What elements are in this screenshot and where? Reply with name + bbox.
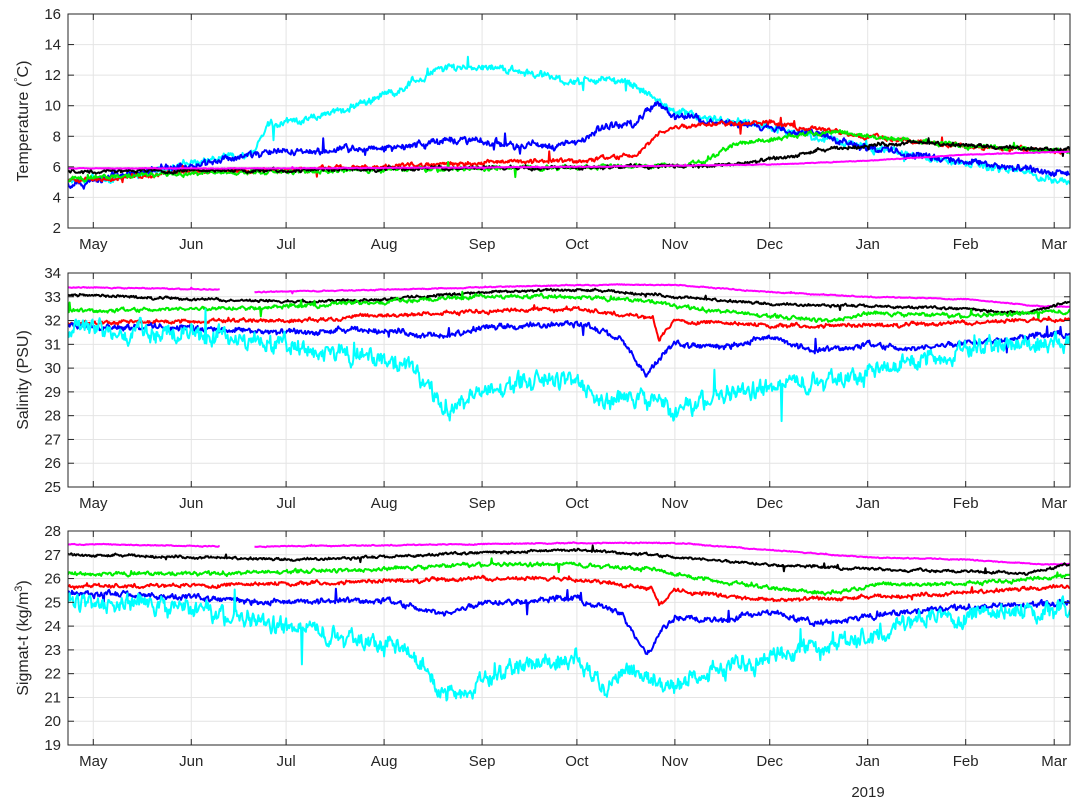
x-tick-label: Dec [756,236,783,253]
temperature-axis-label: Temperature (°C) [13,61,32,182]
x-tick-label: Jun [179,495,203,512]
sigma-t-panel: 19 20 21 22 23 24 25 26 27 28 May Jun Jul Aug Sep Oct No… [13,523,1071,770]
series-cyan-line [68,55,1070,186]
series-lines [68,541,1070,702]
x-tick-label: Feb [953,753,979,770]
x-tick-label: Jan [856,495,880,512]
series-black-line [68,287,1070,315]
y-tick-label: 24 [44,618,61,635]
x-tick-label: Sep [469,753,496,770]
y-tick-label: 26 [44,455,61,472]
x-tick-label: Jan [856,753,880,770]
series-black-line [68,544,1070,576]
y-tick-label: 27 [44,431,61,448]
plot-frame [67,530,1071,746]
y-tick-label: 28 [44,408,61,425]
x-tick-label: Aug [371,495,398,512]
series-green-line [68,557,1070,596]
series-green-line [68,290,1070,323]
x-tick-label: Mar [1041,753,1067,770]
x-tick-label: Jun [179,753,203,770]
y-tick-label: 32 [44,313,61,330]
x-tick-label: Jul [277,495,296,512]
series-magenta-line [68,286,220,291]
y-tick-label: 33 [44,289,61,306]
x-tick-label: Nov [662,236,689,253]
gridlines [68,272,1070,488]
y-tick-label: 30 [44,360,61,377]
temperature-panel: 2 4 6 8 10 12 14 16 May Jun Jul Aug Sep Oct Nov Dec Jan F… [13,6,1071,253]
series-blue-line [68,587,1070,656]
y-tick-label: 12 [44,67,61,84]
series-cyan-line [68,588,1070,702]
x-tick-label: Sep [469,495,496,512]
y-tick-label: 10 [44,98,61,115]
y-tick-label: 14 [44,37,61,54]
y-tick-label: 31 [44,336,61,353]
y-tick-label: 23 [44,642,61,659]
x-tick-label: Dec [756,495,783,512]
x-tick-label: Aug [371,753,398,770]
x-tick-label: Mar [1041,495,1067,512]
x-tick-label: Feb [953,495,979,512]
y-tick-label: 25 [44,594,61,611]
x-tick-label: May [79,236,108,253]
plot-frame [67,13,1071,229]
y-tick-label: 34 [44,265,61,282]
x-tick-label: May [79,753,108,770]
x-tick-label: Oct [565,236,589,253]
y-tick-label: 27 [44,547,61,564]
y-tick-label: 19 [44,737,61,754]
y-tick-label: 4 [53,189,61,206]
x-tick-label: Dec [756,753,783,770]
series-magenta-line [254,283,1070,308]
y-tick-label: 25 [44,479,61,496]
x-tick-label: Nov [662,495,689,512]
x-tick-label: Oct [565,753,589,770]
y-tick-label: 29 [44,384,61,401]
x-tick-label: Jul [277,753,296,770]
series-lines [68,55,1070,190]
salinity-panel: 25 26 27 28 29 30 31 32 33 34 May Jun Jul Aug Sep Oct No… [15,265,1071,512]
y-tick-label: 22 [44,666,61,683]
x-tick-label: May [79,495,108,512]
y-tick-label: 8 [53,128,61,145]
gridlines [68,13,1070,229]
y-tick-label: 16 [44,6,61,23]
series-magenta-line [68,542,220,548]
year-label: 2019 [851,784,884,801]
y-tick-label: 26 [44,571,61,588]
series-blue-line [68,100,1070,190]
x-tick-label: Oct [565,495,589,512]
x-tick-label: Jul [277,236,296,253]
x-tick-label: Mar [1041,236,1067,253]
series-cyan-line [68,308,1070,423]
x-tick-label: Sep [469,236,496,253]
series-blue-line [68,320,1070,378]
series-red-line [68,304,1070,342]
series-lines [68,283,1070,423]
x-tick-label: Jun [179,236,203,253]
x-tick-label: Nov [662,753,689,770]
x-tick-label: Feb [953,236,979,253]
series-red-line [68,574,1070,607]
y-tick-label: 20 [44,713,61,730]
x-tick-label: Aug [371,236,398,253]
salinity-axis-label: Salinity (PSU) [15,330,32,430]
x-tick-label: Jan [856,236,880,253]
plot-frame [67,272,1071,488]
y-tick-label: 2 [53,220,61,237]
series-magenta-line [68,150,1070,170]
y-tick-label: 6 [53,159,61,176]
sigma-t-axis-label: Sigmat-t (kg/m3) [13,580,32,695]
series-magenta-line [254,541,1070,566]
y-tick-label: 21 [44,689,61,706]
y-tick-label: 28 [44,523,61,540]
